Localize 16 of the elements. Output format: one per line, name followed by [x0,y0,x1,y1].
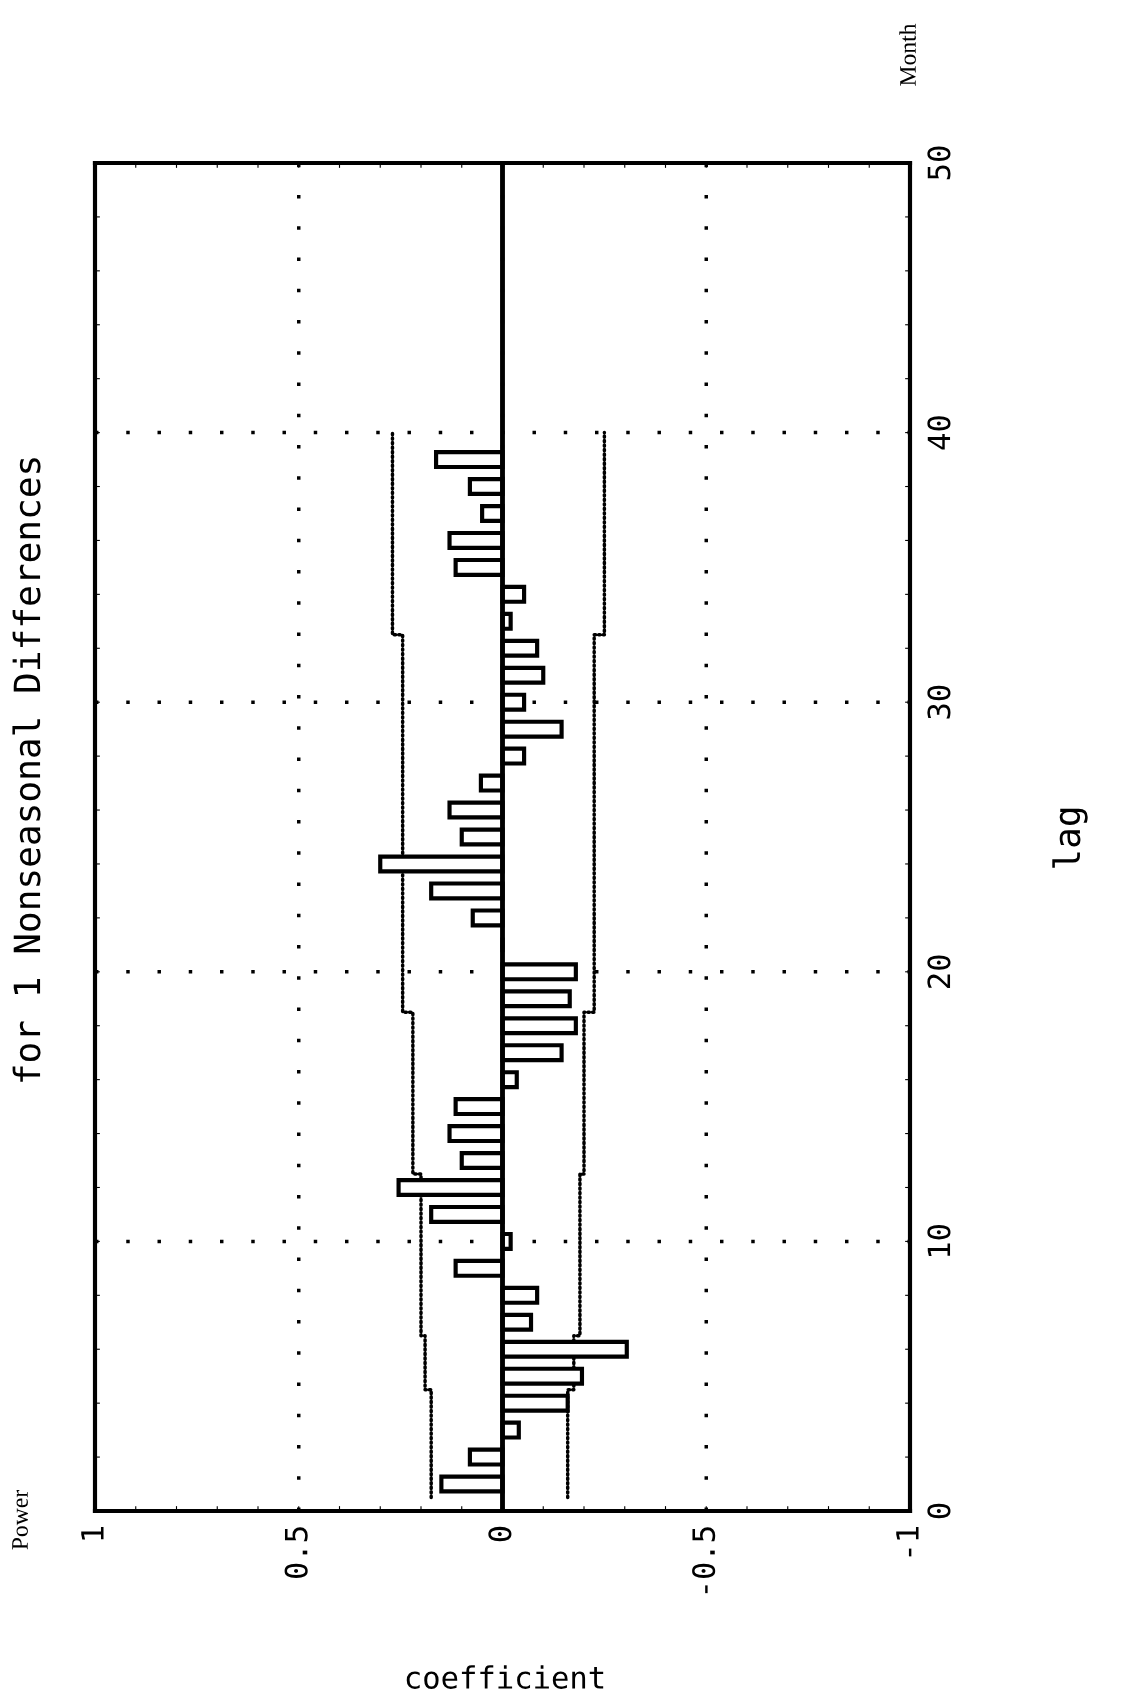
y-tick-label: 0 [927,1503,951,1519]
x-tick-label: 0 [488,1526,512,1542]
x-tick-label: 1 [81,1526,104,1540]
x-tick-label: -1 [896,1526,919,1557]
y-tick-label: 50 [927,146,951,180]
y-tick-label: 20 [927,955,951,988]
y-axis-title: lag [1052,808,1088,868]
y-tick-label: 30 [927,685,951,719]
x-tick-label: -0.5 [692,1527,716,1594]
x-tick-label: 0.5 [284,1527,308,1579]
text: for 1 Nonseasonal Differences [12,458,41,1082]
text: Power [12,1490,28,1550]
y-tick-label: 40 [927,416,951,450]
x-axis-title: coefficient [406,1665,604,1689]
y-tick-label: 10 [927,1224,951,1257]
text: Month [899,23,916,86]
